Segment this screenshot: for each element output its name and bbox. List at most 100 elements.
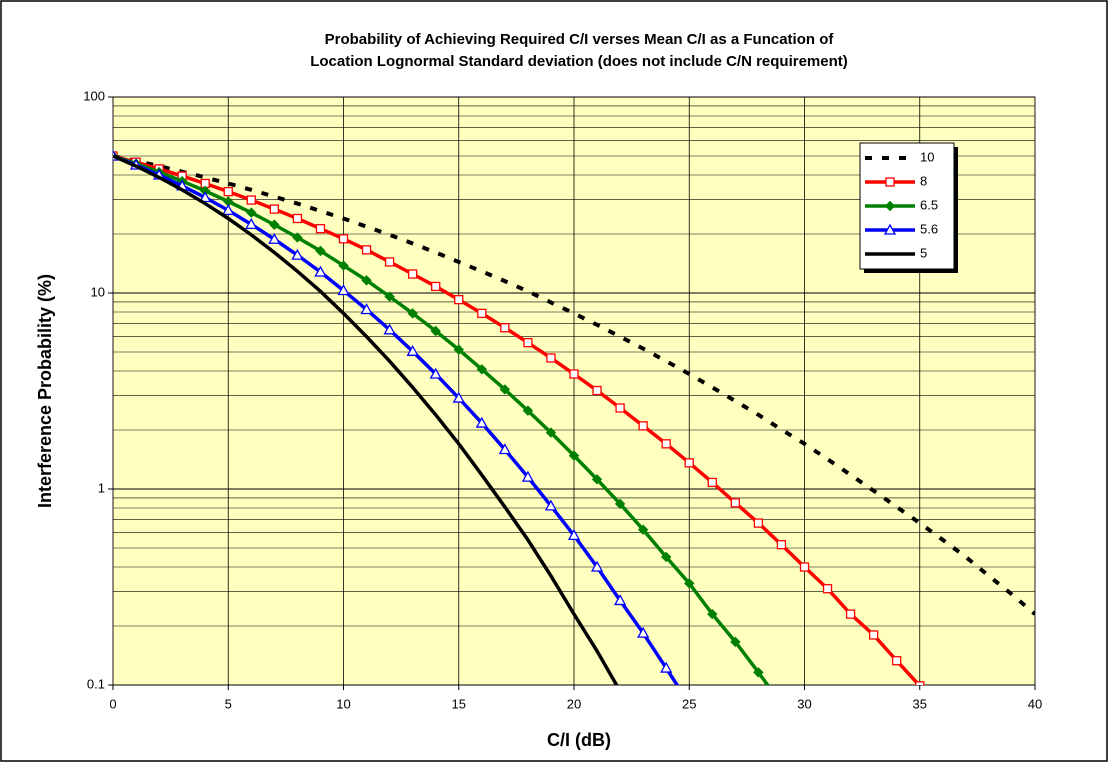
- marker: [384, 257, 395, 267]
- marker: [477, 308, 487, 319]
- y-tick-label: 1: [98, 480, 105, 495]
- marker: [476, 364, 488, 375]
- marker: [776, 540, 787, 550]
- marker: [361, 275, 372, 286]
- legend-marker: [884, 200, 896, 212]
- marker: [338, 234, 349, 244]
- marker: [707, 608, 718, 620]
- marker: [338, 260, 349, 271]
- marker: [614, 498, 626, 510]
- series-line: [113, 154, 619, 685]
- legend-label: 5.6: [920, 221, 938, 236]
- marker: [660, 551, 672, 563]
- x-tick-label: 40: [1028, 696, 1042, 711]
- grid: [108, 96, 1036, 690]
- marker: [292, 232, 303, 243]
- series-layer: [113, 149, 1035, 685]
- legend-label: 8: [920, 173, 927, 188]
- marker: [915, 681, 925, 685]
- marker: [315, 223, 326, 234]
- marker: [730, 636, 741, 648]
- marker: [637, 524, 649, 535]
- marker: [684, 578, 695, 589]
- marker: [545, 427, 557, 438]
- marker: [799, 562, 810, 572]
- marker: [222, 204, 235, 216]
- x-tick-label: 15: [452, 696, 466, 711]
- marker: [753, 667, 764, 678]
- x-tick-label: 0: [109, 696, 116, 711]
- marker: [407, 308, 418, 319]
- marker: [431, 281, 441, 292]
- marker: [730, 498, 740, 508]
- marker: [475, 416, 488, 428]
- legend-marker: [883, 223, 897, 235]
- marker: [592, 385, 602, 396]
- marker: [223, 186, 233, 197]
- marker: [361, 245, 372, 255]
- marker: [292, 213, 303, 224]
- legend-label: 6.5: [920, 197, 938, 212]
- marker: [869, 630, 879, 640]
- x-axis-label: C/I (dB): [547, 730, 611, 750]
- marker: [615, 403, 625, 413]
- marker: [246, 207, 257, 218]
- marker: [498, 443, 511, 455]
- marker: [845, 609, 856, 619]
- marker: [684, 458, 694, 468]
- marker: [360, 303, 373, 315]
- series-line: [113, 154, 770, 685]
- marker: [660, 661, 673, 673]
- x-tick-label: 30: [797, 696, 811, 711]
- marker: [707, 477, 717, 488]
- marker: [315, 245, 326, 257]
- y-axis-label: Interference Probability (%): [35, 274, 55, 508]
- x-tick-label: 35: [913, 696, 927, 711]
- y-tick-label: 0.1: [87, 676, 105, 691]
- marker: [591, 474, 603, 485]
- marker: [638, 421, 648, 431]
- marker: [822, 584, 833, 594]
- series-line: [113, 154, 1035, 616]
- chart-title: Location Lognormal Standard deviation (d…: [310, 53, 848, 70]
- x-tick-label: 20: [567, 696, 581, 711]
- marker: [453, 344, 464, 355]
- marker: [753, 518, 764, 528]
- marker: [567, 529, 581, 541]
- legend-label: 5: [920, 245, 927, 260]
- marker: [892, 656, 902, 666]
- marker: [523, 338, 533, 348]
- x-tick-label: 25: [682, 696, 696, 711]
- marker: [384, 291, 395, 302]
- marker: [500, 323, 510, 333]
- legend: 10 8 6.5 5.6 5: [859, 142, 958, 273]
- y-tick-label: 10: [91, 284, 105, 299]
- marker: [268, 232, 281, 244]
- marker: [383, 323, 396, 335]
- marker: [613, 594, 627, 606]
- marker: [406, 344, 419, 356]
- marker: [245, 218, 258, 230]
- legend-label: 10: [920, 149, 934, 164]
- marker: [314, 265, 327, 277]
- x-tick-label: 10: [336, 696, 350, 711]
- marker: [269, 204, 280, 214]
- marker: [337, 284, 350, 296]
- marker: [430, 325, 441, 337]
- marker: [454, 294, 464, 305]
- marker: [269, 219, 280, 230]
- marker: [246, 195, 256, 205]
- legend-marker: [885, 177, 895, 187]
- marker: [568, 450, 580, 461]
- marker: [637, 626, 650, 638]
- marker: [544, 499, 558, 511]
- marker: [407, 269, 418, 279]
- marker: [546, 353, 556, 363]
- marker: [499, 384, 511, 395]
- marker: [521, 470, 535, 482]
- chart-title: Probability of Achieving Required C/I ve…: [325, 31, 835, 48]
- y-tick-label: 100: [83, 88, 105, 103]
- marker: [590, 560, 604, 572]
- x-tick-label: 5: [225, 696, 232, 711]
